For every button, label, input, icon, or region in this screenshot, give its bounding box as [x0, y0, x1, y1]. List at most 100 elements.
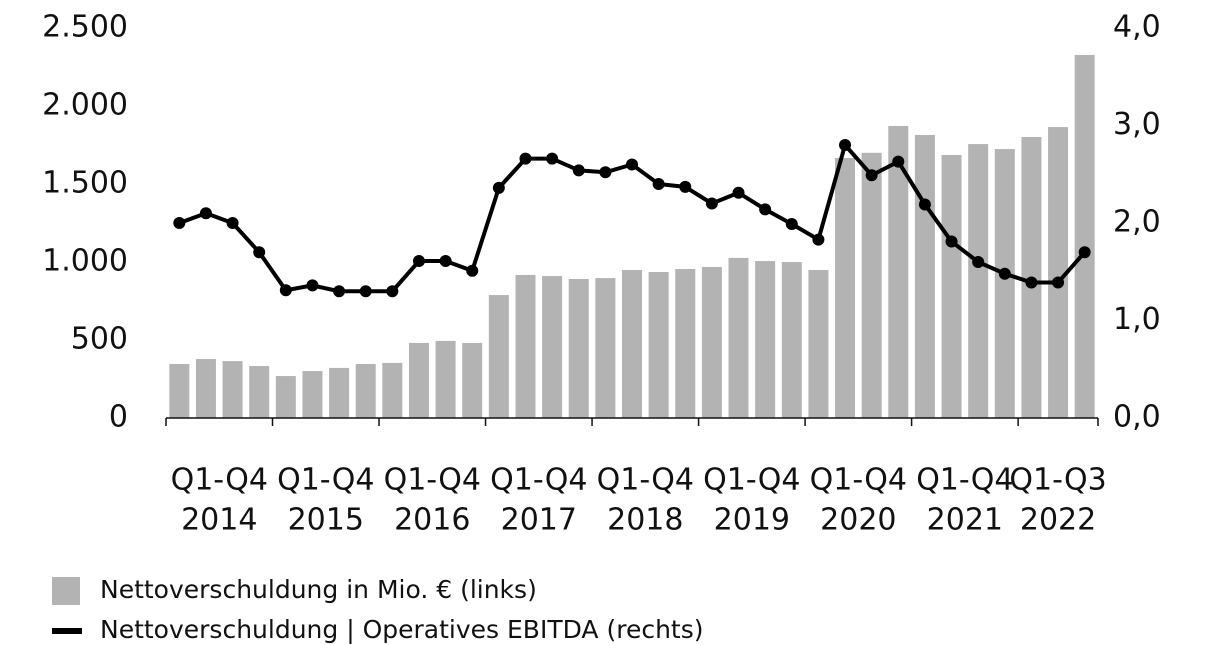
bar [302, 371, 323, 418]
x-group-label: 2017 [501, 503, 577, 538]
x-group-label: 2016 [394, 503, 470, 538]
bar [968, 144, 989, 418]
y-tick-label: 0 [109, 400, 128, 435]
line-marker [492, 181, 505, 194]
x-group-label: Q1-Q4 [277, 463, 374, 498]
line-marker [226, 217, 239, 229]
y-tick-label: 1.500 [42, 166, 128, 201]
line-marker [199, 207, 212, 220]
bar [861, 152, 882, 419]
x-group-label: 2021 [927, 503, 1003, 538]
line-marker [279, 284, 292, 297]
y-tick-label: 500 [71, 322, 128, 357]
line-marker [705, 197, 718, 210]
x-group-label: 2022 [1020, 503, 1096, 538]
bar [515, 274, 536, 418]
x-group-label: Q1-Q4 [171, 463, 268, 498]
x-group-label: 2015 [288, 503, 364, 538]
line-marker [386, 285, 399, 298]
line-marker [572, 164, 585, 177]
bar [382, 362, 403, 418]
line-marker [599, 166, 612, 179]
bar [994, 149, 1015, 418]
line-marker [359, 285, 372, 298]
line-marker [173, 217, 186, 229]
x-group-label: Q1-Q4 [597, 463, 694, 498]
x-group-label: Q1-Q4 [916, 463, 1013, 498]
y2-tick-label: 3,0 [1113, 107, 1161, 142]
x-group-label: 2020 [820, 503, 896, 538]
line-marker [998, 267, 1011, 280]
y2-tick-label: 4,0 [1113, 10, 1161, 45]
bar [275, 376, 296, 418]
line-marker [732, 186, 745, 199]
bar [1048, 127, 1069, 418]
bar [914, 135, 935, 419]
legend-swatch [52, 628, 82, 634]
bar [329, 367, 350, 418]
line-marker [439, 255, 452, 268]
bar [355, 364, 376, 418]
line-marker [918, 198, 931, 211]
bar [835, 157, 856, 418]
bar [542, 276, 563, 418]
line-marker [333, 285, 346, 298]
legend-label: Nettoverschuldung in Mio. € (links) [100, 575, 537, 604]
line-marker [253, 246, 266, 259]
bar [462, 342, 483, 418]
bar [648, 271, 669, 418]
line-marker [519, 152, 532, 165]
x-group-label: 2014 [181, 503, 257, 538]
line-marker [466, 264, 479, 277]
line-marker [892, 155, 905, 168]
bar [488, 295, 509, 418]
bar [169, 364, 190, 418]
bar [755, 261, 776, 418]
line-marker [945, 235, 958, 248]
line-marker [1025, 276, 1038, 289]
bar [941, 154, 962, 418]
x-group-label: Q1-Q4 [384, 463, 481, 498]
y2-tick-label: 0,0 [1113, 400, 1161, 435]
x-group-label: 2018 [607, 503, 683, 538]
bar [701, 266, 722, 418]
bar [222, 361, 243, 418]
legend-label: Nettoverschuldung | Operatives EBITDA (r… [100, 615, 704, 644]
bar [568, 279, 589, 418]
bar [808, 269, 829, 418]
line-marker [1052, 276, 1065, 289]
legend-swatch [52, 577, 80, 605]
line-marker [679, 180, 692, 193]
x-group-label: Q1-Q4 [490, 463, 587, 498]
line-marker [626, 158, 638, 171]
bar [595, 278, 616, 418]
line-marker [785, 217, 798, 230]
line-marker [652, 178, 665, 190]
line-marker [812, 233, 825, 246]
line-marker [306, 279, 319, 292]
bar [195, 359, 216, 418]
x-group-label: Q1-Q4 [810, 463, 907, 498]
line-marker [759, 203, 772, 216]
bar [408, 342, 429, 418]
bar [435, 340, 456, 418]
x-group-label: Q1-Q3 [1009, 463, 1106, 498]
y2-tick-label: 2,0 [1113, 205, 1161, 240]
y-tick-label: 2.000 [42, 88, 128, 123]
y-tick-label: 2.500 [42, 10, 128, 45]
bar [249, 366, 270, 418]
x-group-label: Q1-Q4 [703, 463, 800, 498]
bar [781, 262, 802, 418]
line-marker [546, 152, 559, 165]
line-marker [972, 256, 985, 268]
bar [888, 125, 909, 418]
y2-tick-label: 1,0 [1113, 302, 1161, 337]
x-group-label: 2019 [714, 503, 790, 538]
bar [1074, 54, 1095, 418]
line-marker [1078, 246, 1091, 259]
line-marker [839, 139, 852, 151]
bar [622, 269, 642, 418]
bar [728, 257, 749, 418]
y-tick-label: 1.000 [42, 244, 128, 279]
